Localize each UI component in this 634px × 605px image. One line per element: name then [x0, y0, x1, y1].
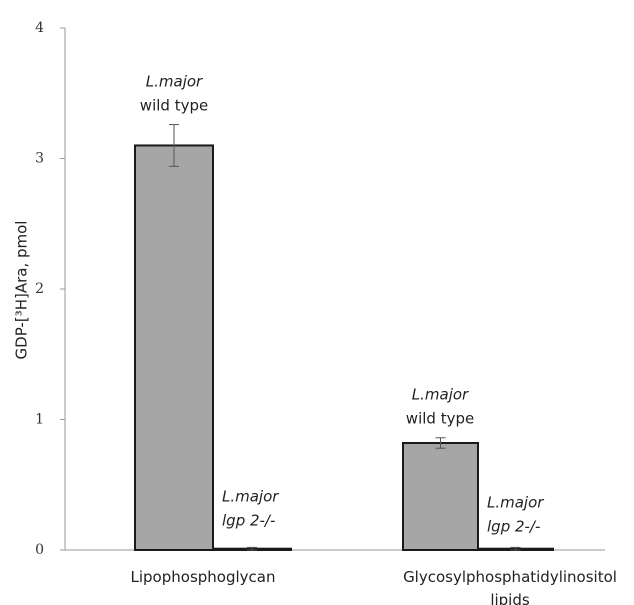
error-bar [510, 546, 521, 551]
annotation: L.major [487, 494, 544, 512]
error-bar [247, 546, 257, 551]
y-axis-label: GDP-[³H]Ara, pmol [13, 221, 31, 360]
y-tick-label: 4 [35, 20, 44, 36]
annotation: L.major [412, 386, 469, 404]
annotation: wild type [406, 410, 474, 428]
x-tick-label: Glycosylphosphatidylinositol lipids [403, 568, 617, 605]
y-tick-label: 1 [35, 412, 44, 428]
bar [402, 441, 479, 551]
annotation: L.major [222, 488, 279, 506]
y-tick-label: 0 [35, 542, 44, 558]
annotation: wild type [140, 97, 208, 115]
bar [134, 144, 214, 551]
x-tick-label: Lipophosphoglycan [130, 568, 276, 586]
annotation: L.major [146, 73, 203, 91]
annotation: lgp 2-/- [487, 518, 540, 536]
error-bar [169, 124, 179, 167]
y-tick-label: 2 [35, 281, 44, 297]
error-bar [435, 437, 446, 449]
y-tick-label: 3 [35, 151, 44, 167]
annotation: lgp 2-/- [222, 512, 275, 530]
